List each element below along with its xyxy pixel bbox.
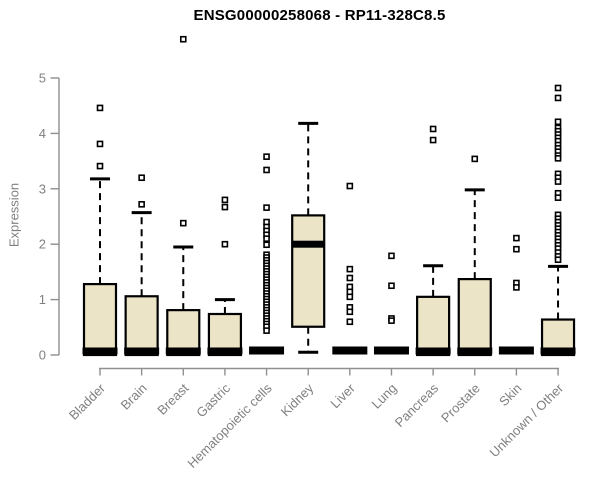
outlier-point — [346, 265, 354, 273]
outlier-point — [554, 194, 562, 201]
y-tick-label: 2 — [39, 237, 46, 252]
outlier-point — [346, 293, 354, 301]
box-kidney — [291, 121, 326, 354]
outlier-point — [471, 155, 479, 163]
iqr-box — [416, 295, 451, 357]
x-tick-label-lung: Lung — [369, 381, 400, 412]
outlier-point — [263, 166, 270, 174]
y-tick-label: 1 — [39, 292, 46, 307]
collapsed-box-bar — [373, 346, 409, 355]
median-line — [540, 347, 576, 355]
outlier-point — [429, 136, 437, 144]
outlier-point — [513, 284, 520, 291]
outlier-point — [388, 282, 395, 290]
box-brain — [124, 174, 160, 357]
collapsed-box-bar — [249, 346, 285, 355]
median-line — [457, 347, 493, 355]
outlier-point — [138, 174, 145, 182]
box-hematopoietic-cells — [249, 153, 285, 355]
median-line — [165, 347, 201, 355]
y-tick-label: 0 — [39, 348, 46, 363]
iqr-box — [124, 295, 159, 357]
x-tick-label-skin: Skin — [496, 381, 524, 409]
box-lung — [373, 252, 409, 355]
outlier-point — [346, 182, 354, 190]
x-tick-label-bladder: Bladder — [66, 380, 109, 423]
outlier-point — [554, 84, 562, 92]
outlier-point — [221, 240, 229, 248]
outlier-point — [554, 178, 562, 185]
outlier-point — [263, 153, 270, 160]
outlier-point — [388, 252, 395, 260]
x-tick-label-kidney: Kidney — [278, 380, 317, 419]
outlier-point — [554, 155, 562, 162]
outlier-point — [263, 204, 270, 211]
box-gastric — [207, 196, 243, 357]
outlier-point — [346, 308, 354, 316]
y-tick-label: 3 — [39, 181, 46, 196]
median-line — [207, 347, 243, 355]
outlier-point — [554, 94, 562, 102]
outlier-point — [388, 317, 395, 324]
iqr-box — [82, 282, 118, 357]
box-unknown-other — [540, 84, 576, 357]
x-tick-label-breast: Breast — [154, 380, 191, 417]
iqr-box — [291, 214, 326, 328]
iqr-box — [457, 278, 492, 357]
x-tick-label-gastric: Gastric — [193, 380, 233, 420]
outlier-point — [263, 241, 270, 249]
box-prostate — [457, 155, 493, 357]
x-tick-label-unknown-other: Unknown / Other — [487, 380, 567, 460]
outlier-point — [179, 219, 187, 227]
outlier-point — [554, 256, 562, 264]
outlier-point — [96, 162, 104, 170]
outlier-point — [96, 140, 104, 148]
box-skin — [498, 234, 534, 355]
outlier-point — [179, 35, 187, 43]
x-tick-label-brain: Brain — [118, 381, 150, 413]
y-tick-label: 5 — [39, 71, 46, 86]
outlier-point — [346, 318, 354, 326]
outlier-point — [221, 196, 229, 204]
box-pancreas — [415, 125, 451, 357]
collapsed-box-bar — [498, 346, 534, 355]
chart-title: ENSG00000258068 - RP11-328C8.5 — [193, 7, 446, 24]
outlier-point — [513, 234, 520, 242]
median-line — [415, 347, 451, 355]
outlier-point — [513, 245, 520, 253]
outlier-point — [263, 235, 270, 242]
outlier-point — [429, 125, 437, 133]
outlier-point — [263, 327, 270, 334]
outlier-point — [96, 104, 104, 112]
outlier-point — [221, 203, 229, 211]
median-line — [124, 347, 160, 355]
median-line — [292, 240, 325, 248]
y-tick-label: 4 — [39, 126, 46, 141]
x-tick-label-pancreas: Pancreas — [392, 380, 442, 430]
x-tick-label-liver: Liver — [327, 380, 358, 411]
median-line — [82, 347, 118, 355]
box-liver — [332, 182, 368, 355]
collapsed-box-bar — [332, 346, 368, 355]
y-axis-title: Expression — [6, 182, 22, 248]
box-breast — [165, 35, 201, 357]
box-bladder — [82, 104, 118, 357]
outlier-point — [554, 118, 562, 126]
outlier-point — [346, 274, 354, 282]
x-tick-label-prostate: Prostate — [438, 381, 483, 426]
outlier-point — [138, 201, 145, 208]
